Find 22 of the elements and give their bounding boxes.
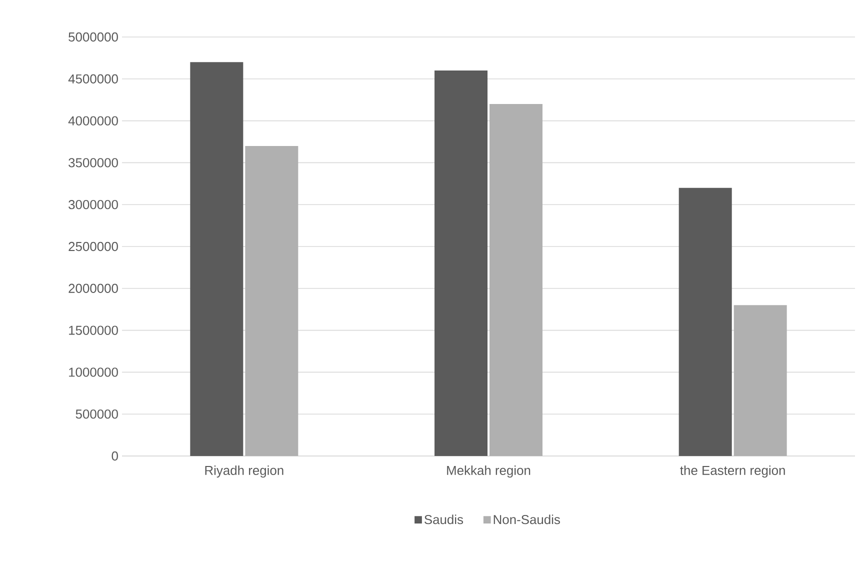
bar: [190, 62, 244, 456]
bar: [490, 104, 542, 456]
y-tick-label: 1000000: [69, 368, 118, 377]
y-tick-label: 0: [112, 451, 118, 461]
legend-label: Non-Saudis: [494, 514, 560, 524]
x-tick-label: Riyadh region: [205, 465, 284, 478]
bar: [434, 70, 488, 456]
x-tick-label: Mekkah region: [447, 465, 530, 478]
bar: [245, 146, 298, 456]
y-tick-label: 4000000: [68, 116, 118, 126]
y-tick-label: 500000: [76, 410, 118, 419]
y-tick-label: 5000000: [68, 32, 118, 42]
bar: [678, 188, 732, 456]
y-tick-label: 4500000: [68, 74, 118, 84]
y-tick-label: 3000000: [68, 200, 118, 210]
y-tick-label: 1500000: [69, 326, 118, 335]
bar: [734, 305, 787, 456]
y-tick-label: 2000000: [68, 284, 118, 293]
y-tick-label: 3500000: [68, 158, 118, 168]
legend-label: Saudis: [424, 514, 464, 524]
y-tick-label: 2500000: [68, 242, 118, 252]
x-tick-label: the Eastern region: [680, 465, 785, 478]
